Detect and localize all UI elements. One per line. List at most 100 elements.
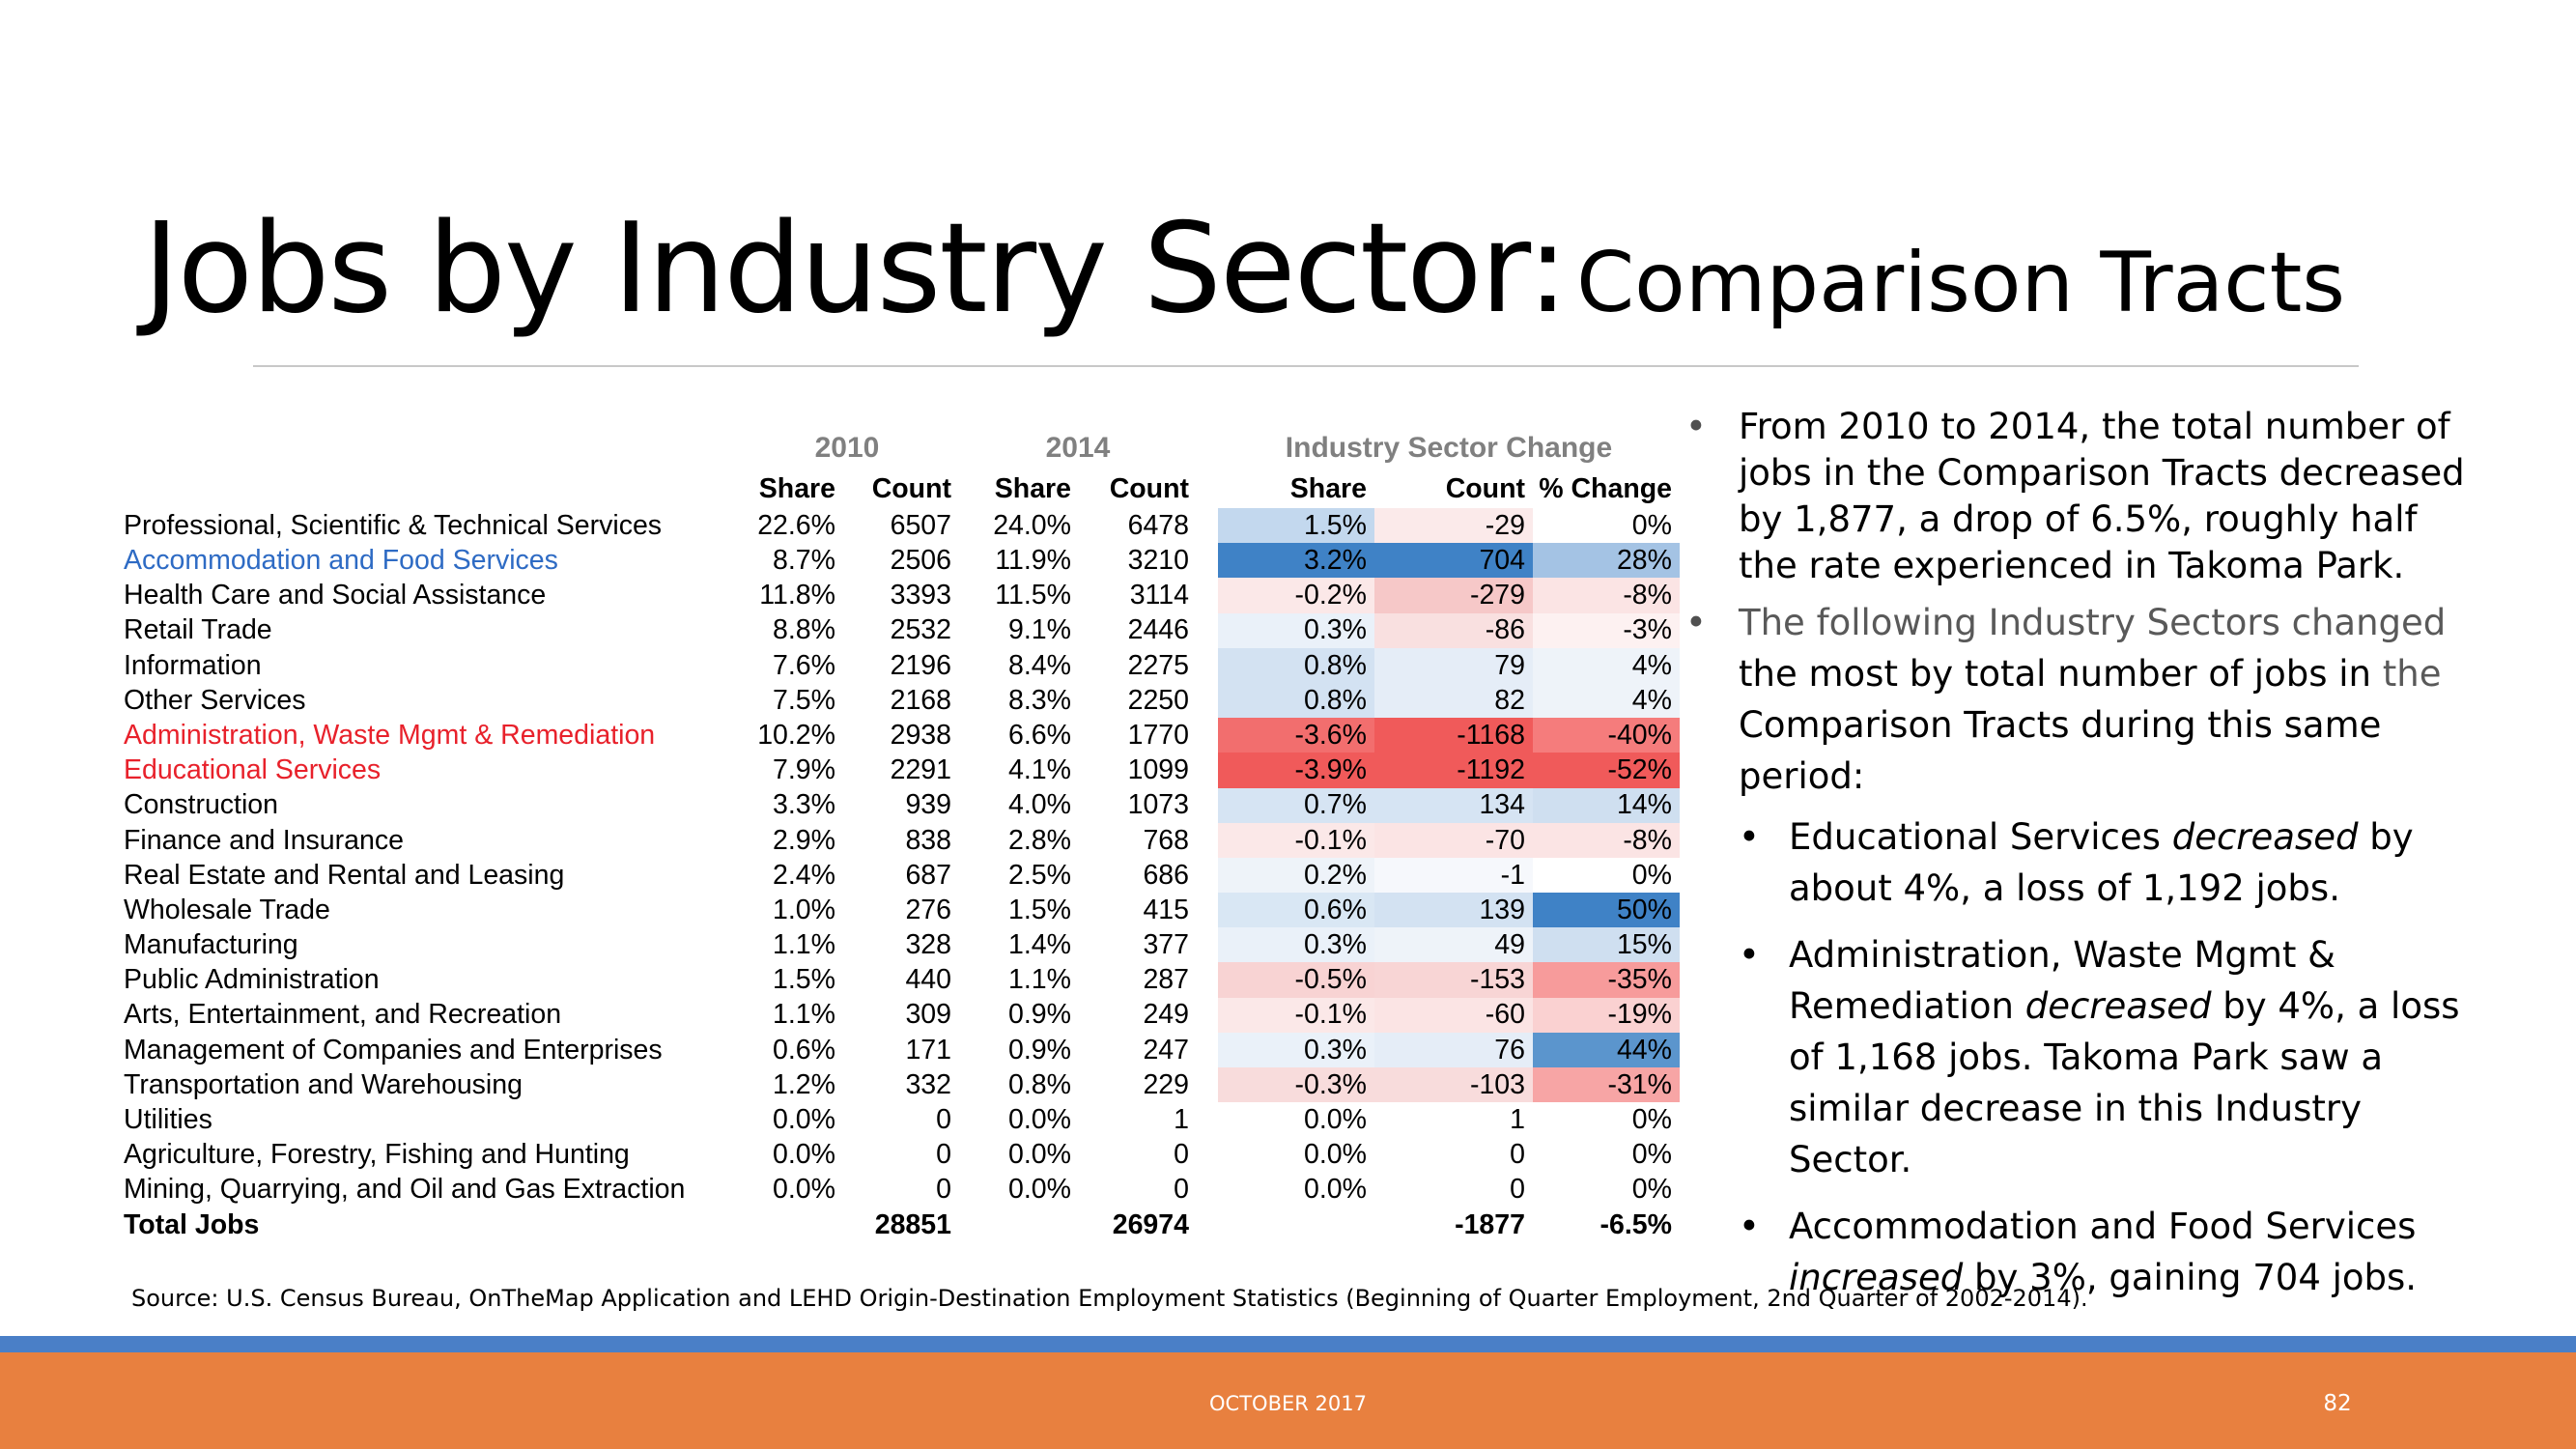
sub-bullet-accommodation: Accommodation and Food Services increase… [1739,1201,2477,1303]
count-2014: 0 [1174,1174,1189,1206]
share-change: 0.8% [1218,647,1374,683]
table-row: Manufacturing 1.1% 328 1.4% 377 0.3% 49 15% [116,927,1680,963]
count-2014: 6478 [1127,509,1189,541]
sector-name: Utilities [124,1104,212,1136]
sector-name: Professional, Scientific & Technical Ser… [124,509,663,541]
share-change: 0.8% [1218,682,1374,719]
col-count-change: Count [1445,472,1525,504]
table-row: Utilities 0.0% 0 0.0% 1 0.0% 1 0% [116,1102,1680,1138]
sector-name: Arts, Entertainment, and Recreation [124,999,562,1031]
sector-name: Agriculture, Forestry, Fishing and Hunti… [124,1139,630,1171]
count-2010: 939 [905,789,951,821]
count-change: 0 [1374,1137,1533,1173]
col-share-2010: Share [758,472,835,504]
count-2014: 2275 [1127,649,1189,681]
pct-change: -40% [1533,718,1680,753]
count-change: 139 [1374,893,1533,928]
table-row: Professional, Scientific & Technical Ser… [116,508,1680,544]
count-2010: 687 [905,859,951,891]
share-change: 0.2% [1218,857,1374,894]
share-2014: 1.5% [1008,894,1071,925]
pct-change: -8% [1533,578,1680,613]
count-2014: 0 [1174,1139,1189,1171]
count-change: -1 [1374,857,1533,894]
count-change: 0 [1374,1172,1533,1208]
share-change: -0.1% [1218,997,1374,1033]
share-2010: 8.7% [773,545,835,577]
share-change: -0.3% [1218,1067,1374,1103]
count-2014: 415 [1143,894,1189,925]
count-2010: 2506 [890,545,951,577]
share-2010: 1.0% [773,894,835,925]
title-divider [253,365,2359,367]
pct-change: 0% [1533,1137,1680,1173]
count-2014: 1770 [1127,719,1189,751]
sector-name: Finance and Insurance [124,824,404,856]
share-2014: 6.6% [1008,719,1071,751]
total-change-count: -1877 [1455,1208,1525,1240]
sector-name: Construction [124,789,278,821]
share-change: 0.0% [1218,1137,1374,1173]
share-2010: 1.1% [773,929,835,961]
sector-name: Mining, Quarrying, and Oil and Gas Extra… [124,1174,686,1206]
total-row: Total Jobs 28851 26974 -1877 -6.5% [116,1208,1680,1242]
sector-name: Health Care and Social Assistance [124,580,547,611]
year-2010-header: 2010 [814,432,880,464]
sector-name: Administration, Waste Mgmt & Remediation [124,719,656,751]
share-2014: 0.9% [1008,999,1071,1031]
share-change: 0.3% [1218,1032,1374,1067]
share-2014: 0.0% [1008,1174,1071,1206]
share-2010: 8.8% [773,614,835,646]
share-change: -0.1% [1218,822,1374,858]
pct-change: -31% [1533,1067,1680,1103]
share-change: -3.9% [1218,753,1374,788]
sector-name: Information [124,649,262,681]
share-change: 0.3% [1218,612,1374,648]
count-2014: 768 [1143,824,1189,856]
share-2010: 7.6% [773,649,835,681]
pct-change: 0% [1533,1102,1680,1138]
count-2014: 2446 [1127,614,1189,646]
count-2010: 2938 [890,719,951,751]
total-count-2014: 26974 [1112,1208,1189,1240]
count-2010: 838 [905,824,951,856]
share-2010: 0.0% [773,1104,835,1136]
change-header: Industry Sector Change [1285,432,1613,464]
column-header-row: Share Count Share Count Share Count % Ch… [116,469,1680,508]
share-2010: 0.0% [773,1174,835,1206]
sector-name: Manufacturing [124,929,298,961]
count-2010: 332 [905,1068,951,1100]
sub-bullet-educational: Educational Services decreased by about … [1739,811,2477,914]
table-row: Information 7.6% 2196 8.4% 2275 0.8% 79 4% [116,647,1680,683]
pct-change: 44% [1533,1032,1680,1067]
count-2014: 249 [1143,999,1189,1031]
pct-change: 4% [1533,682,1680,719]
sub-bullet-administration: Administration, Waste Mgmt & Remediation… [1739,929,2477,1185]
share-2014: 2.8% [1008,824,1071,856]
col-share-change: Share [1289,472,1367,504]
footer-date: OCTOBER 2017 [1209,1392,1367,1415]
share-2014: 1.4% [1008,929,1071,961]
share-2014: 4.1% [1008,754,1071,786]
share-change: 0.3% [1218,927,1374,963]
count-change: 49 [1374,927,1533,963]
count-change: 76 [1374,1032,1533,1067]
pct-change: 28% [1533,543,1680,579]
share-change: -0.5% [1218,962,1374,998]
sector-name: Transportation and Warehousing [124,1068,523,1100]
year-header-row: 2010 2014 Industry Sector Change [116,427,1680,469]
count-2014: 2250 [1127,684,1189,716]
count-2010: 2532 [890,614,951,646]
share-change: 3.2% [1218,543,1374,579]
total-change-pct: -6.5% [1599,1208,1672,1240]
count-2014: 377 [1143,929,1189,961]
summary-bullets: From 2010 to 2014, the total number of j… [1685,404,2477,1319]
share-2014: 0.8% [1008,1068,1071,1100]
share-2014: 4.0% [1008,789,1071,821]
sector-sub-bullets: Educational Services decreased by about … [1739,811,2477,1303]
table-row: Agriculture, Forestry, Fishing and Hunti… [116,1137,1680,1173]
total-count-2010: 28851 [874,1208,951,1240]
share-2014: 0.0% [1008,1104,1071,1136]
count-change: 1 [1374,1102,1533,1138]
share-2010: 7.5% [773,684,835,716]
